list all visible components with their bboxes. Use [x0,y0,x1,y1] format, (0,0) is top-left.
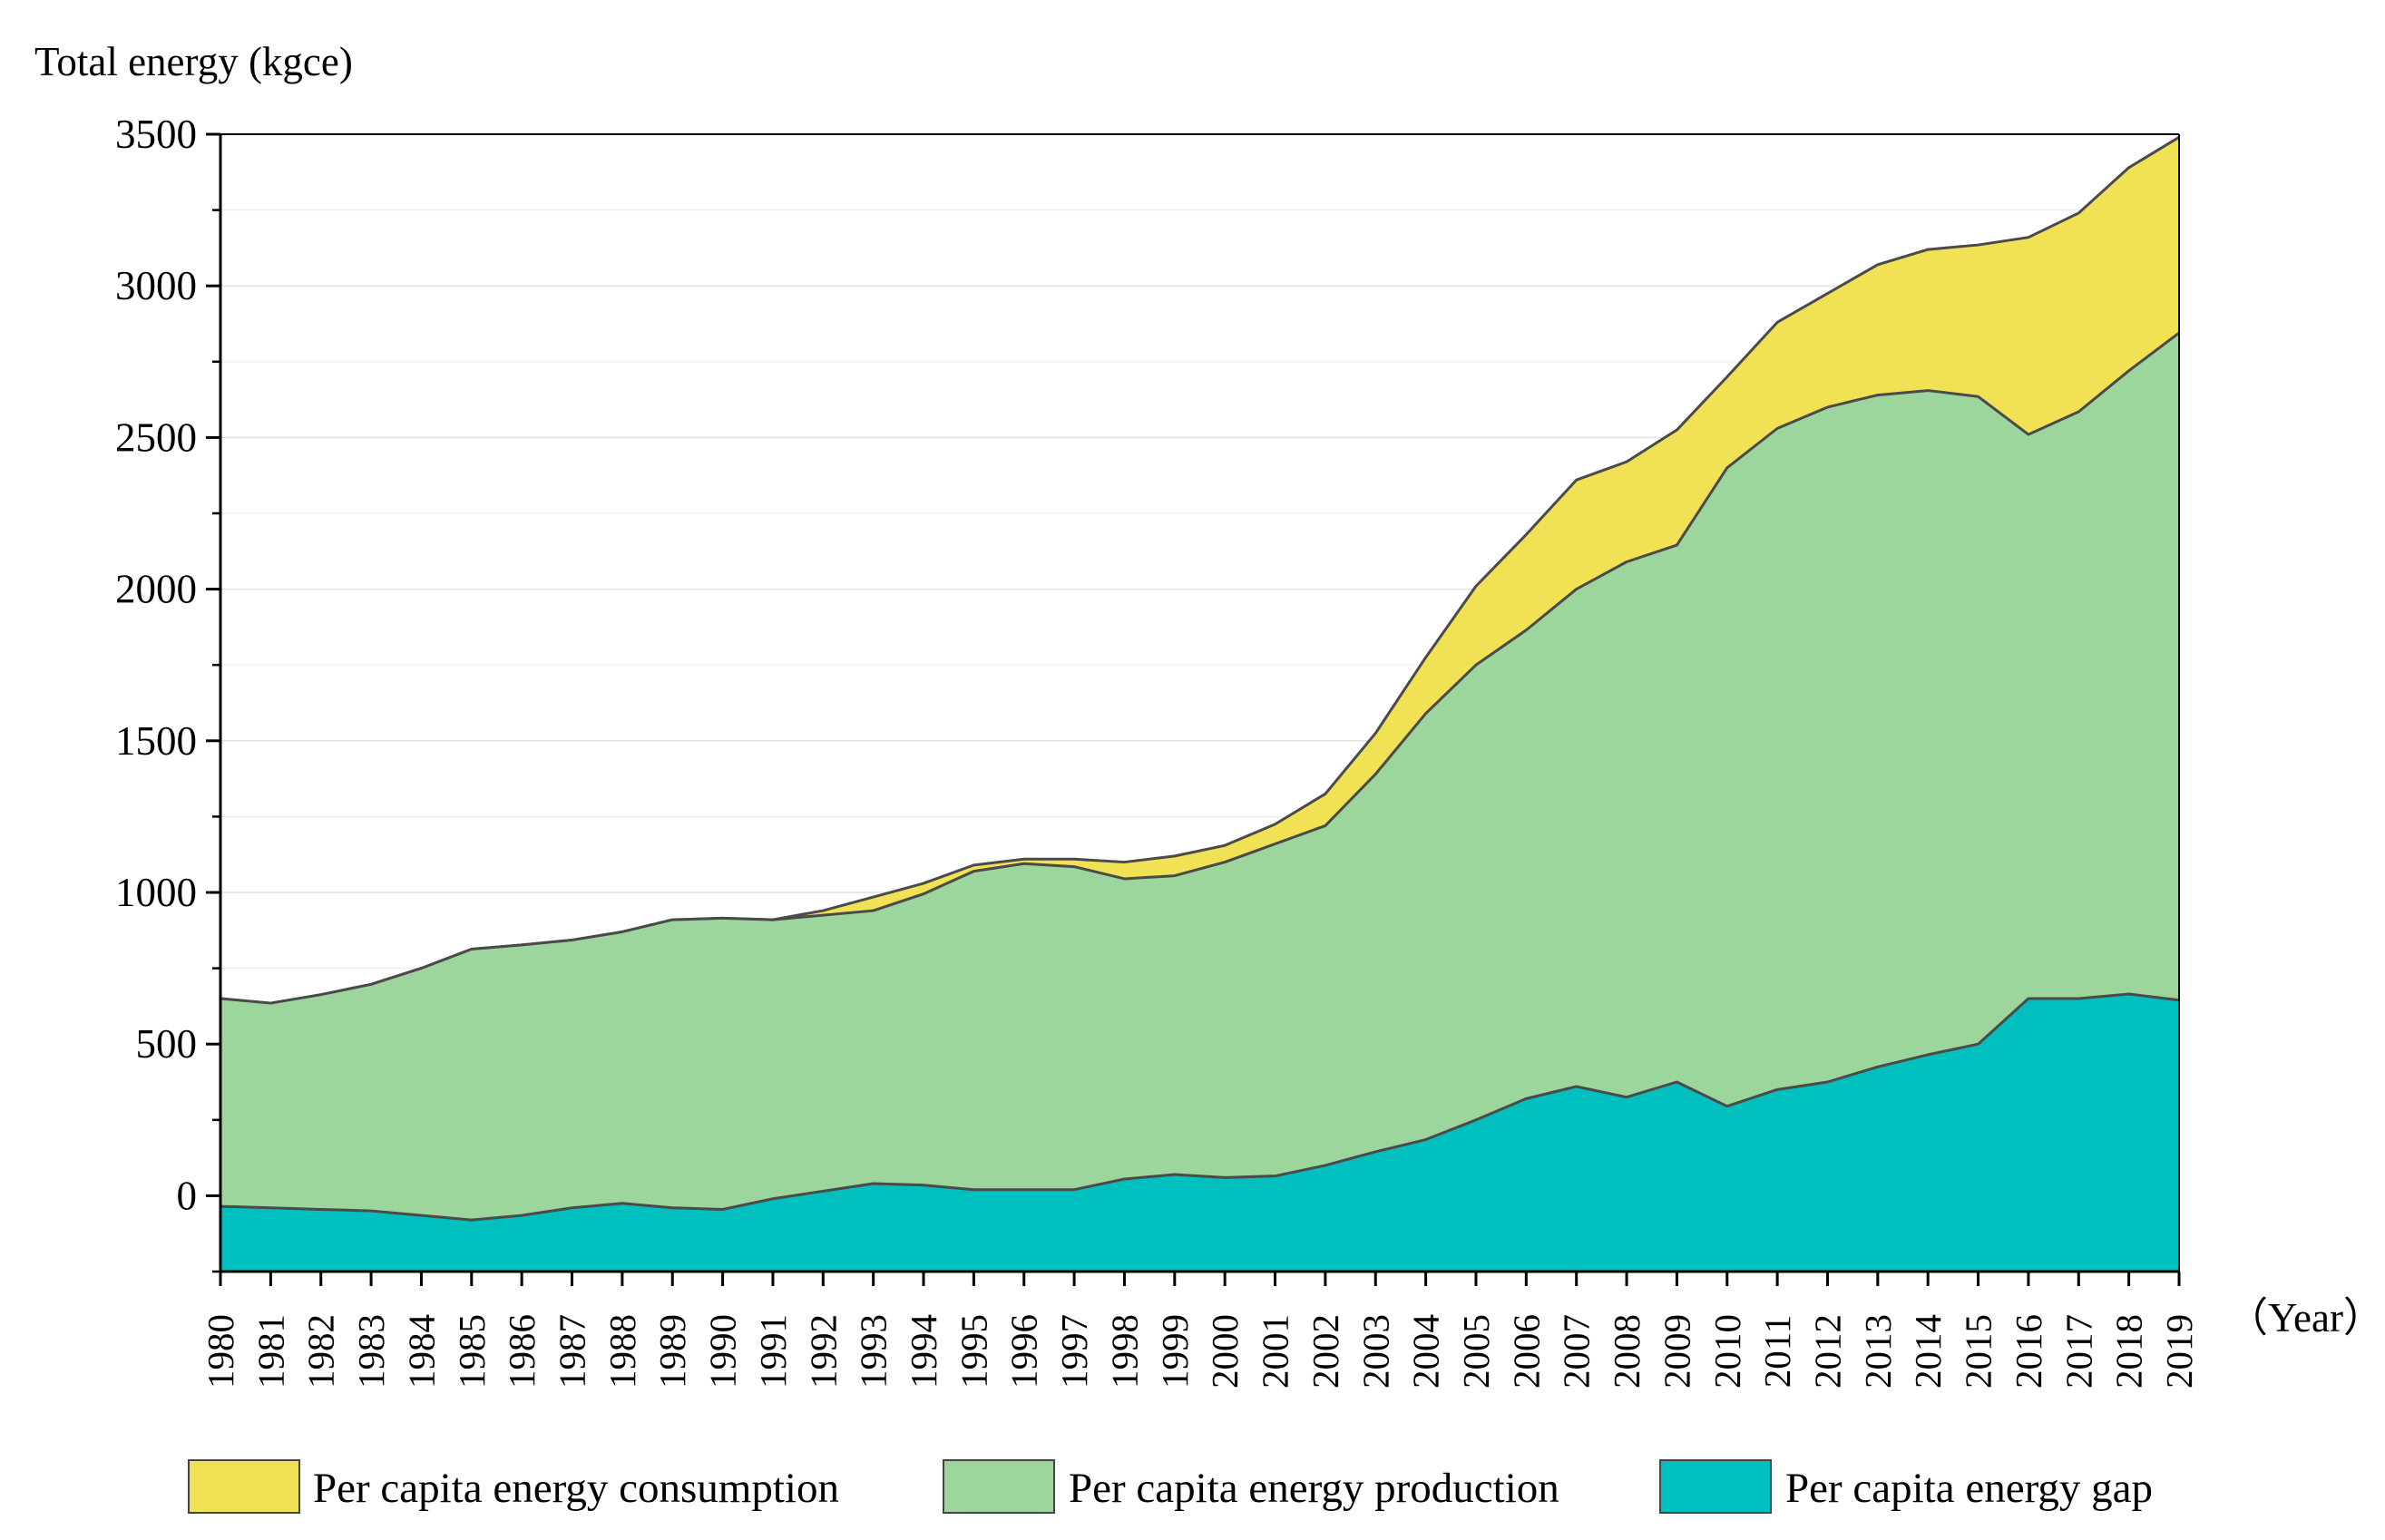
y-tick-label: 500 [136,1021,198,1067]
x-tick-label: 2011 [1756,1315,1798,1388]
x-tick-label: 2018 [2108,1314,2150,1389]
y-tick-label: 3000 [115,263,197,308]
x-tick-label: 1995 [953,1314,994,1389]
x-tick-label: 2014 [1907,1314,1949,1389]
x-tick-label: 2013 [1857,1314,1899,1389]
axes: 0 500 1000 1500 2000 2500 3000 3500 1980 1981 1982… [115,112,2200,1389]
x-tick-label: 2004 [1405,1314,1447,1389]
y-tick-label: 2000 [115,567,197,612]
x-tick-label: 2005 [1455,1314,1497,1389]
x-tick-label: 1984 [400,1314,442,1389]
x-tick-label: 1981 [249,1314,291,1389]
x-tick-label: 1998 [1103,1314,1145,1389]
x-tick-label: 1987 [552,1314,593,1389]
x-tick-label: 1989 [651,1314,693,1389]
series-line-2 [220,992,2180,1222]
legend: Per capita energy consumption Per capita … [188,1459,2153,1514]
x-tick-label: 1992 [802,1314,844,1389]
legend-label-2: Per capita energy gap [1785,1465,2153,1512]
x-tick-label: 1980 [200,1314,241,1389]
x-tick-label: 2001 [1255,1314,1296,1389]
legend-label-1: Per capita energy production [1069,1465,1559,1512]
y-axis-title: Total energy (kgce) [34,39,353,84]
x-tick-label: 2003 [1354,1314,1396,1389]
legend-label-0: Per capita energy consumption [313,1465,839,1512]
x-tick-label: 1983 [350,1314,392,1389]
x-tick-label: 1986 [501,1314,542,1389]
x-tick-label: 1994 [903,1314,944,1389]
x-tick-label: 2019 [2158,1314,2200,1389]
x-tick-label: 2009 [1656,1314,1697,1389]
legend-swatch-1 [943,1459,1055,1514]
x-tick-label: 1999 [1154,1314,1196,1389]
y-tick-label: 1500 [115,718,197,764]
x-tick-label: 1988 [601,1314,643,1389]
x-tick-label: 2008 [1606,1314,1647,1389]
x-tick-label: 2012 [1806,1314,1848,1389]
x-tick-label: 1997 [1053,1314,1095,1389]
y-tick-label: 0 [177,1173,198,1218]
x-tick-label: 2002 [1305,1314,1346,1389]
legend-swatch-0 [188,1459,300,1514]
y-tick-label: 2500 [115,414,197,460]
series-area-2 [220,994,2179,1272]
x-tick-label: 1996 [1003,1314,1045,1389]
x-tick-label: 2000 [1204,1314,1246,1389]
y-tick-label: 1000 [115,870,197,915]
x-tick-label: 1990 [702,1314,744,1389]
x-tick-label: 1985 [451,1314,493,1389]
x-tick-label: 2010 [1706,1314,1748,1389]
area-series [220,136,2180,1272]
x-tick-label: 1993 [853,1314,894,1389]
x-tick-label: 2017 [2058,1314,2099,1389]
x-tick-label: 2006 [1505,1314,1547,1389]
y-tick-label: 3500 [115,112,197,157]
legend-swatch-2 [1659,1459,1772,1514]
x-tick-label: 1982 [300,1314,342,1389]
x-tick-label: 2015 [1958,1314,1999,1389]
x-axis-title: （Year） [2227,1295,2384,1340]
series-area-1 [220,333,2179,1272]
series-line-1 [220,331,2180,1005]
x-tick-label: 2016 [2008,1314,2049,1389]
x-tick-label: 1991 [752,1314,794,1389]
x-tick-label: 2007 [1556,1314,1598,1389]
